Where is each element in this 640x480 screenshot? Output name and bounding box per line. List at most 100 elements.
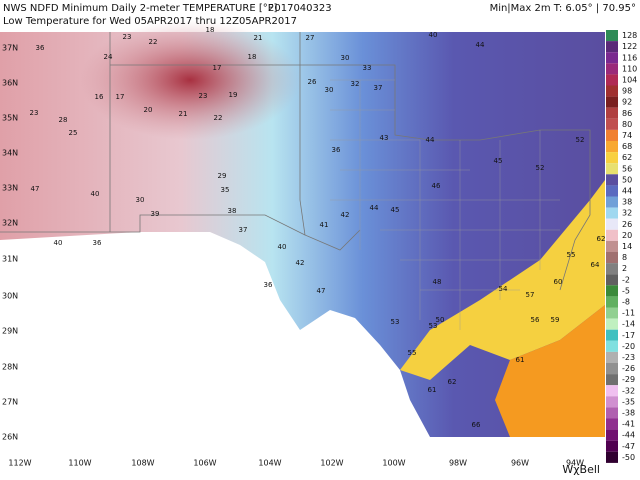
colorbar-swatch [606,107,618,119]
colorbar-label: 56 [622,164,632,173]
latitude-label: 34N [2,149,18,158]
colorbar-label: 68 [622,142,632,151]
longitude-label: 112W [8,459,31,468]
station-value: 62 [448,378,457,386]
station-value: 24 [104,53,113,61]
colorbar-swatch [606,240,618,252]
longitude-label: 102W [320,459,343,468]
station-value: 17 [116,93,125,101]
colorbar-label: 110 [622,64,637,73]
station-value: 52 [576,136,585,144]
colorbar-swatch [606,329,618,341]
station-value: 66 [472,421,481,429]
longitude-label: 98W [449,459,467,468]
colorbar-swatch [606,340,618,352]
colorbar-swatch [606,185,618,197]
station-value: 23 [30,109,39,117]
colorbar-swatch [606,440,618,452]
colorbar-swatch [606,274,618,286]
latitude-label: 31N [2,255,18,264]
station-value: 22 [214,114,223,122]
map [0,20,605,455]
colorbar-swatch [606,429,618,441]
colorbar-swatch [606,207,618,219]
colorbar-swatch [606,407,618,419]
station-value: 55 [567,251,576,259]
latitude-label: 35N [2,114,18,123]
colorbar-label: -17 [622,331,635,340]
station-value: 36 [264,281,273,289]
colorbar-swatch [606,396,618,408]
colorbar-label: -47 [622,442,635,451]
colorbar-label: -14 [622,320,635,329]
station-value: 42 [296,259,305,267]
longitude-label: 106W [193,459,216,468]
colorbar-label: 104 [622,75,637,84]
latitude-label: 26N [2,433,18,442]
station-value: 38 [228,207,237,215]
colorbar-label: -41 [622,420,635,429]
colorbar-swatch [606,307,618,319]
colorbar-label: -20 [622,342,635,351]
colorbar-label: -32 [622,386,635,395]
station-value: 18 [248,53,257,61]
colorbar-swatch [606,418,618,430]
station-value: 43 [380,134,389,142]
colorbar-swatch [606,285,618,297]
border [299,32,591,291]
border [299,65,361,251]
station-value: 19 [229,91,238,99]
station-value: 28 [59,116,68,124]
station-value: 48 [433,278,442,286]
station-value: 60 [554,278,563,286]
station-value: 21 [254,34,263,42]
colorbar-swatch [606,141,618,153]
station-value: 27 [306,34,315,42]
colorbar-swatch [606,296,618,308]
header-subtitle: Low Temperature for Wed 05APR2017 thru 1… [3,16,297,27]
colorbar-swatch [606,351,618,363]
logo: WχBell [562,463,600,476]
station-value: 57 [526,291,535,299]
station-value: 44 [476,41,485,49]
station-value: 30 [136,196,145,204]
station-value: 61 [428,386,437,394]
colorbar-label: -26 [622,364,635,373]
colorbar-label: -50 [622,453,635,462]
station-value: 53 [429,322,438,330]
longitude-label: 100W [382,459,405,468]
station-value: 36 [332,146,341,154]
colorbar-label: -11 [622,309,635,318]
colorbar-label: 14 [622,242,632,251]
colorbar-label: -44 [622,431,635,440]
latitude-label: 36N [2,79,18,88]
station-value: 61 [516,356,525,364]
station-value: 40 [91,190,100,198]
station-value: 41 [320,221,329,229]
station-value: 37 [239,226,248,234]
colorbar-swatch [606,129,618,141]
longitude-label: 104W [258,459,281,468]
station-value: 30 [341,54,350,62]
county-lines [330,79,560,330]
station-value: 22 [149,38,158,46]
station-value: 36 [93,239,102,247]
station-value: 47 [31,185,40,193]
colorbar-swatch [606,218,618,230]
station-value: 40 [278,243,287,251]
station-value: 40 [429,31,438,39]
station-value: 26 [308,78,317,86]
colorbar-label: -5 [622,286,630,295]
station-value: 62 [597,235,606,243]
station-value: 44 [426,136,435,144]
latitude-label: 27N [2,398,18,407]
colorbar-swatch [606,363,618,375]
colorbar-swatch [606,152,618,164]
station-value: 29 [218,172,227,180]
colorbar-swatch [606,85,618,97]
latitude-label: 33N [2,184,18,193]
station-value: 39 [151,210,160,218]
colorbar-label: 98 [622,87,632,96]
colorbar-swatch [606,118,618,130]
station-value: 53 [391,318,400,326]
